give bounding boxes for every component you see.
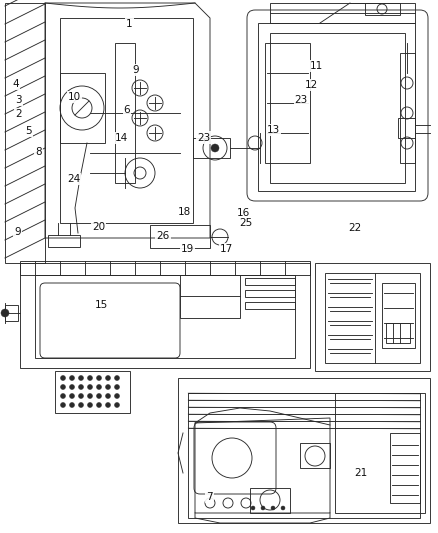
Circle shape bbox=[88, 384, 92, 390]
Text: 9: 9 bbox=[14, 227, 21, 237]
Text: 14: 14 bbox=[115, 133, 128, 143]
Circle shape bbox=[114, 393, 120, 399]
Text: 5: 5 bbox=[25, 126, 32, 136]
Text: 8: 8 bbox=[35, 147, 42, 157]
Text: 2: 2 bbox=[15, 109, 22, 119]
Circle shape bbox=[60, 402, 66, 408]
Circle shape bbox=[114, 384, 120, 390]
Circle shape bbox=[114, 402, 120, 408]
Text: 18: 18 bbox=[178, 207, 191, 217]
Circle shape bbox=[88, 402, 92, 408]
Text: 10: 10 bbox=[68, 92, 81, 102]
Circle shape bbox=[114, 376, 120, 381]
Text: 11: 11 bbox=[310, 61, 323, 70]
Circle shape bbox=[88, 393, 92, 399]
Circle shape bbox=[78, 376, 84, 381]
Circle shape bbox=[106, 384, 110, 390]
Circle shape bbox=[106, 402, 110, 408]
Circle shape bbox=[281, 506, 285, 510]
Text: 9: 9 bbox=[132, 66, 139, 75]
Text: 3: 3 bbox=[15, 95, 22, 105]
Circle shape bbox=[88, 376, 92, 381]
Text: 22: 22 bbox=[348, 223, 361, 233]
Text: 17: 17 bbox=[220, 245, 233, 254]
Text: 4: 4 bbox=[12, 79, 19, 88]
Circle shape bbox=[78, 393, 84, 399]
Circle shape bbox=[70, 376, 74, 381]
Circle shape bbox=[96, 402, 102, 408]
Text: 21: 21 bbox=[355, 469, 368, 478]
Circle shape bbox=[106, 393, 110, 399]
Circle shape bbox=[78, 402, 84, 408]
Text: 6: 6 bbox=[124, 106, 131, 115]
Text: 24: 24 bbox=[67, 174, 80, 183]
Text: 26: 26 bbox=[156, 231, 170, 240]
Text: 16: 16 bbox=[237, 208, 250, 218]
Text: 23: 23 bbox=[295, 95, 308, 105]
Circle shape bbox=[271, 506, 275, 510]
Text: 13: 13 bbox=[267, 125, 280, 135]
Circle shape bbox=[70, 384, 74, 390]
Text: 25: 25 bbox=[240, 218, 253, 228]
Text: 7: 7 bbox=[206, 492, 213, 502]
Circle shape bbox=[96, 384, 102, 390]
Text: 20: 20 bbox=[92, 222, 105, 231]
Circle shape bbox=[1, 309, 9, 317]
Circle shape bbox=[106, 376, 110, 381]
Circle shape bbox=[251, 506, 255, 510]
Circle shape bbox=[211, 144, 219, 152]
Text: 19: 19 bbox=[181, 245, 194, 254]
Circle shape bbox=[96, 393, 102, 399]
Circle shape bbox=[96, 376, 102, 381]
Circle shape bbox=[60, 376, 66, 381]
Circle shape bbox=[60, 393, 66, 399]
Text: 15: 15 bbox=[95, 300, 108, 310]
Circle shape bbox=[60, 384, 66, 390]
Circle shape bbox=[78, 384, 84, 390]
Text: 1: 1 bbox=[126, 19, 133, 29]
Circle shape bbox=[261, 506, 265, 510]
Circle shape bbox=[70, 402, 74, 408]
Circle shape bbox=[70, 393, 74, 399]
Text: 23: 23 bbox=[197, 133, 210, 142]
Text: 12: 12 bbox=[305, 80, 318, 90]
